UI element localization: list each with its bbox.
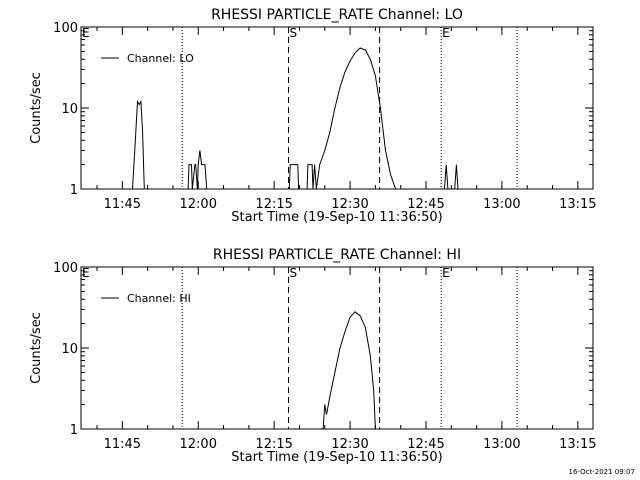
y-tick-label: 10 <box>61 342 78 357</box>
timestamp-label: 16-Oct-2021 09:07 <box>569 468 635 476</box>
x-tick-label: 13:15 <box>559 437 596 452</box>
series-line <box>132 47 459 190</box>
time-marker-label: S <box>289 26 297 40</box>
legend-label: Channel: LO <box>127 52 194 65</box>
x-tick-label: 12:30 <box>331 197 368 212</box>
x-tick-label: 12:45 <box>407 197 444 212</box>
chart-title: RHESSI PARTICLE_RATE Channel: HI <box>213 247 461 263</box>
y-tick-label: 10 <box>61 102 78 117</box>
time-marker-label: E <box>82 26 90 40</box>
y-axis-label: Counts/sec <box>29 312 44 384</box>
x-tick-label: 12:45 <box>407 437 444 452</box>
series-line <box>322 311 376 430</box>
x-tick-label: 12:00 <box>180 197 217 212</box>
chart-panel-1: RHESSI PARTICLE_RATE Channel: LO 1 10 100 11… <box>29 7 597 225</box>
time-marker-label: E <box>442 266 450 280</box>
time-marker-label: E <box>442 26 450 40</box>
x-tick-label: 13:00 <box>483 197 520 212</box>
x-tick-label: 11:45 <box>104 197 141 212</box>
y-axis-label: Counts/sec <box>29 72 44 144</box>
x-tick-label: 13:15 <box>559 197 596 212</box>
x-axis-label: Start Time (19-Sep-10 11:36:50) <box>231 210 442 225</box>
y-tick-label: 1 <box>70 183 78 198</box>
x-tick-label: 13:00 <box>483 437 520 452</box>
y-tick-label: 1 <box>70 423 78 438</box>
time-marker-label: E <box>82 266 90 280</box>
x-tick-label: 11:45 <box>104 437 141 452</box>
x-tick-label: 12:15 <box>255 197 292 212</box>
x-tick-label: 12:30 <box>331 437 368 452</box>
y-tick-label: 100 <box>53 261 78 276</box>
y-tick-label: 100 <box>53 21 78 36</box>
time-marker-label: S <box>289 266 297 280</box>
x-axis-label: Start Time (19-Sep-10 11:36:50) <box>231 450 442 465</box>
x-tick-label: 12:00 <box>180 437 217 452</box>
chart-panel-2: RHESSI PARTICLE_RATE Channel: HI 1 10 100 11… <box>29 247 597 465</box>
x-tick-label: 12:15 <box>255 437 292 452</box>
legend-label: Channel: HI <box>127 292 191 305</box>
chart-title: RHESSI PARTICLE_RATE Channel: LO <box>211 7 463 23</box>
chart-panels: RHESSI PARTICLE_RATE Channel: LO11010011… <box>29 7 597 465</box>
